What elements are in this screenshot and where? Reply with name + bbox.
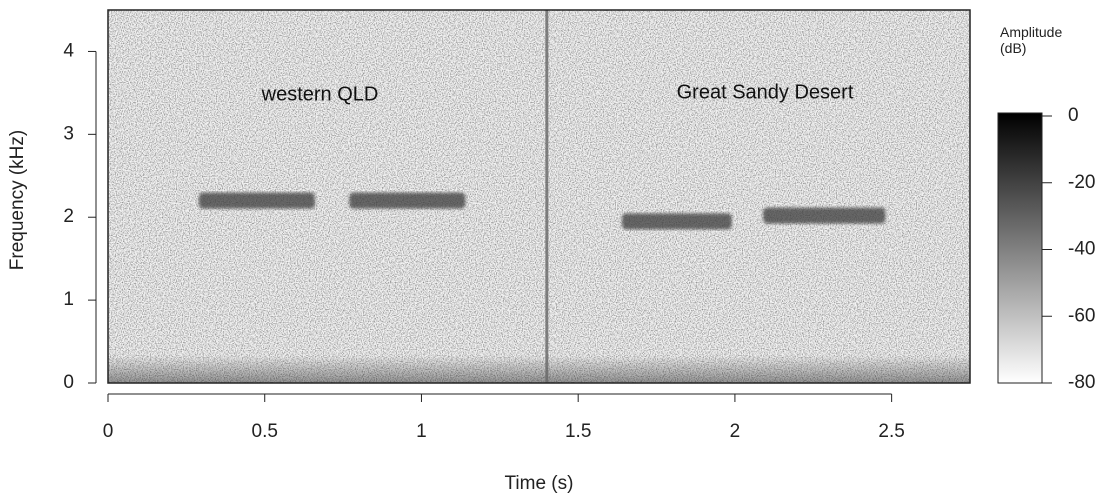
y-tick-label: 2 xyxy=(63,206,74,227)
x-tick-label: 1.5 xyxy=(565,421,591,442)
y-tick-label: 0 xyxy=(63,372,74,393)
call xyxy=(763,207,886,224)
colorbar-tick-label: -20 xyxy=(1068,172,1095,193)
plot-frame xyxy=(107,9,971,384)
call xyxy=(622,213,732,230)
y-axis-label: Frequency (kHz) xyxy=(7,130,28,270)
colorbar xyxy=(997,112,1043,384)
y-tick-label: 4 xyxy=(63,40,74,61)
colorbar-tick-label: -60 xyxy=(1068,305,1095,326)
x-tick-label: 1 xyxy=(416,421,427,442)
low-freq-noise xyxy=(108,355,970,383)
colorbar-title: Amplitude (dB) xyxy=(1000,24,1063,56)
colorbar-tick-label: -80 xyxy=(1068,372,1095,393)
x-tick-label: 2.5 xyxy=(878,421,904,442)
x-axis-label: Time (s) xyxy=(505,473,574,494)
y-tick-label: 1 xyxy=(63,289,74,310)
annotation: western QLD xyxy=(261,83,379,105)
call xyxy=(349,192,466,209)
x-tick-label: 2 xyxy=(730,421,741,442)
y-tick-label: 3 xyxy=(63,123,74,144)
call xyxy=(198,192,315,209)
x-tick-label: 0 xyxy=(103,421,114,442)
x-tick-label: 0.5 xyxy=(252,421,278,442)
colorbar-tick-label: 0 xyxy=(1068,105,1079,126)
annotation: Great Sandy Desert xyxy=(677,81,854,103)
colorbar-tick-label: -40 xyxy=(1068,239,1095,260)
